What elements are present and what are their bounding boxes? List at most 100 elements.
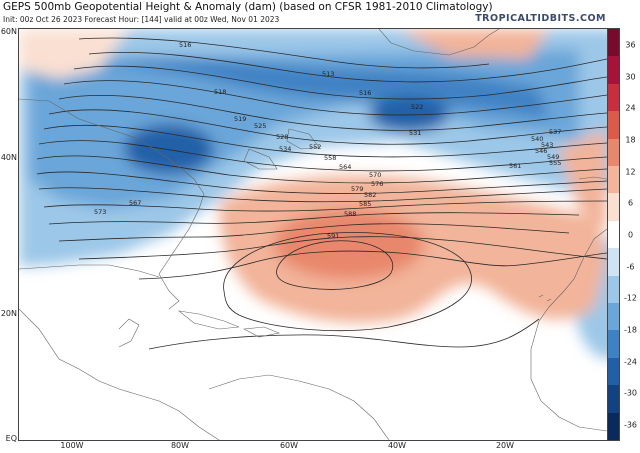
iberia-coast: [578, 176, 607, 180]
lat-label-20n: 20N: [0, 309, 17, 318]
south-america-north-coast: [208, 374, 390, 440]
contour-label: 534: [279, 145, 291, 153]
contour-label: 567: [129, 199, 141, 207]
contour-line: [58, 94, 607, 131]
contour-label: 543: [541, 141, 553, 149]
map-canvas: 516 518 513 516 519 522 525 528 531 534 …: [19, 29, 607, 440]
lat-label-40n: 40N: [0, 153, 17, 162]
greenland-coast: [378, 29, 500, 56]
lat-label-60n: 60N: [0, 27, 17, 36]
contour-line: [38, 140, 607, 172]
colorbar-tick: -24: [623, 357, 638, 367]
colorbar-segment: [608, 220, 619, 249]
contour-line: [73, 65, 607, 100]
contour-label: 591: [327, 232, 339, 240]
contour-label: 540: [531, 135, 543, 143]
colorbar-segment: [608, 193, 619, 222]
contour-label: 537: [549, 128, 561, 136]
lon-label-60w: 60W: [279, 441, 299, 450]
contour-line: [58, 223, 570, 242]
lon-label-100w: 100W: [60, 441, 84, 450]
chart-title: GEPS 500mb Geopotential Height & Anomaly…: [3, 1, 493, 13]
yucatan-coast: [118, 318, 140, 348]
contour-line: [88, 52, 607, 83]
colorbar-segment: [608, 138, 619, 167]
positive-anomaly-north-corner: [399, 29, 549, 59]
colorbar-segment: [608, 330, 619, 359]
nova-scotia-coast: [243, 148, 278, 170]
colorbar-segment: [608, 29, 619, 57]
contour-label: 579: [351, 185, 363, 193]
lon-label-20w: 20W: [495, 441, 515, 450]
contour-label: 561: [509, 162, 521, 170]
contour-line: [36, 155, 607, 184]
positive-anomaly-core: [274, 209, 424, 279]
contour-line-588-tail: [148, 318, 540, 350]
colorbar-segment: [608, 303, 619, 331]
colorbar-tick: 12: [625, 167, 636, 177]
colorbar-tick: 36: [625, 40, 636, 50]
anomaly-colorbar: [607, 28, 620, 441]
lat-label-eq: EQ: [5, 434, 17, 443]
contour-label: 576: [371, 180, 383, 188]
colorbar-tick: 6: [627, 198, 634, 208]
colorbar-tick: -18: [623, 325, 638, 335]
contour-label: 570: [369, 171, 381, 179]
contour-label: 573: [94, 208, 106, 216]
colorbar-segment: [608, 357, 619, 386]
contour-label: 531: [409, 129, 421, 137]
contour-label: 564: [339, 163, 351, 171]
contour-label: 522: [411, 103, 423, 111]
coastlines: [19, 29, 607, 440]
colorbar-segment: [608, 111, 619, 140]
contour-line: [63, 80, 607, 116]
canary-islands: [538, 294, 552, 302]
colorbar-tick: 18: [625, 135, 636, 145]
north-america-east-coast: [19, 98, 205, 310]
contour-label: 516: [359, 89, 371, 97]
colorbar-tick: -36: [623, 420, 638, 430]
colorbar-tick: -30: [623, 388, 638, 398]
contour-line-588: [223, 232, 472, 331]
colorbar-segment: [608, 385, 619, 414]
colorbar-tick: 0: [627, 230, 634, 240]
contour-line: [138, 250, 607, 280]
contour-label: 588: [344, 210, 356, 218]
contour-label: 549: [547, 153, 559, 161]
gulf-coast: [19, 264, 160, 278]
colorbar-tick: -6: [626, 262, 635, 272]
map-panel: 516 518 513 516 519 522 525 528 531 534 …: [18, 28, 608, 441]
contour-labels: 516 518 513 516 519 522 525 528 531 534 …: [94, 41, 561, 240]
brand-label[interactable]: TROPICALTIDBITS.COM: [475, 13, 606, 24]
lon-label-40w: 40W: [387, 441, 407, 450]
colorbar-segment: [608, 412, 619, 441]
contour-line: [38, 187, 607, 203]
contour-line: [48, 212, 580, 225]
contour-label: 558: [324, 154, 336, 162]
positive-anomaly-northwest-corner: [19, 29, 129, 79]
colorbar-segment: [608, 83, 619, 112]
colorbar-segment: [608, 248, 619, 277]
africa-west-coast: [530, 228, 607, 432]
contour-line: [43, 124, 607, 158]
contour-label: 516: [179, 41, 191, 49]
lon-label-80w: 80W: [170, 441, 190, 450]
colorbar-segment: [608, 166, 619, 194]
contour-line: [78, 236, 607, 260]
chart-subtitle: Init: 00z Oct 26 2023 Forecast Hour: [14…: [3, 15, 280, 24]
anomaly-shading: [19, 29, 607, 359]
contour-line: [48, 109, 607, 145]
contour-label: 582: [364, 191, 376, 199]
contour-label: 552: [309, 143, 321, 151]
colorbar-tick: 24: [625, 103, 636, 113]
height-contours: [36, 37, 607, 350]
mexico-coast: [19, 308, 220, 440]
colorbar-segment: [608, 275, 619, 304]
colorbar-tick: 30: [625, 72, 636, 82]
negative-anomaly-center-east: [369, 96, 449, 132]
contour-label: 518: [214, 88, 226, 96]
contour-line-591: [276, 240, 394, 290]
contour-label: 519: [234, 115, 246, 123]
negative-anomaly-center-west: [124, 124, 214, 174]
colorbar-segment: [608, 56, 619, 85]
